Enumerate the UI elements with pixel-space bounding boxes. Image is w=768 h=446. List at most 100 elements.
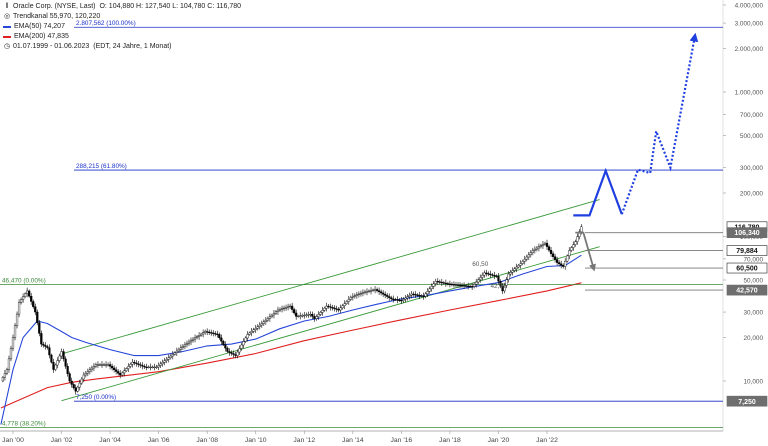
legend-period-row: ◷ 01.07.1999 - 01.06.2023 (EDT, 24 Jahre… <box>3 42 241 52</box>
price-candle-body <box>1 376 4 382</box>
price-candle-body <box>473 284 476 287</box>
scenario-down-arrow <box>575 231 596 272</box>
price-candle-body <box>96 364 100 366</box>
price-candle-body <box>562 264 565 267</box>
price-candle-body <box>495 275 498 277</box>
price-annotation: 42,57 <box>490 283 506 290</box>
price-candle-body <box>74 387 77 392</box>
price-candle-body <box>359 293 363 295</box>
legend-ema50: EMA(50) 74,207 <box>14 23 65 30</box>
bars-icon: ‖ <box>5 3 9 10</box>
price-candle-body <box>525 256 528 260</box>
price-candle-body <box>509 272 512 275</box>
price-candle-body <box>220 337 223 342</box>
legend-ema200: EMA(200) 47,835 <box>14 33 69 40</box>
price-candle-body <box>299 315 302 317</box>
x-tick-label: Jan '22 <box>536 437 558 444</box>
price-candle-body <box>367 290 371 292</box>
price-candle-body <box>469 285 472 288</box>
price-candle-body <box>333 307 336 310</box>
price-candle-body <box>574 241 577 245</box>
price-candle-body <box>90 367 93 370</box>
price-candle-body <box>503 285 506 292</box>
price-candle-body <box>327 305 330 308</box>
price-candle-body <box>424 293 427 297</box>
price-candle-body <box>236 351 239 356</box>
price-candle-body <box>218 334 221 339</box>
y-tick-label: 200,000 <box>740 191 764 198</box>
price-candle-body <box>165 359 168 361</box>
price-tag-box <box>726 227 768 238</box>
price-candle-body <box>483 272 486 276</box>
legend-period-note: (EDT, 24 Jahre, 1 Monat) <box>93 43 172 50</box>
price-candle-body <box>375 289 379 291</box>
price-candle-body <box>147 366 150 368</box>
price-candle-body <box>143 365 146 368</box>
price-candle-body <box>402 299 405 301</box>
price-candle-body <box>230 352 233 354</box>
price-candle-body <box>428 288 431 292</box>
price-candle-body <box>321 310 324 313</box>
price-candle-body <box>335 308 338 310</box>
price-candle-body <box>309 313 312 316</box>
x-tick-label: Jan '00 <box>2 437 24 444</box>
price-candle-body <box>505 279 508 286</box>
price-candle-body <box>382 292 385 295</box>
price-tag-label: 7,250 <box>738 399 756 406</box>
price-candle-body <box>507 273 510 280</box>
price-candle-body <box>264 319 267 323</box>
price-candle-body <box>123 370 126 374</box>
projection-dotted-line <box>620 32 699 215</box>
price-candle-body <box>54 364 57 370</box>
price-candle-body <box>256 326 259 329</box>
price-candle-body <box>440 281 443 284</box>
price-candle-body <box>244 337 247 342</box>
price-candle-body <box>558 262 561 265</box>
price-candle-body <box>157 365 160 368</box>
price-candle-body <box>197 335 201 337</box>
price-candle-body <box>228 351 231 353</box>
price-candle-body <box>517 265 520 268</box>
y-tick-label: 700,000 <box>740 112 764 119</box>
price-candle-body <box>519 263 522 266</box>
price-candle-body <box>222 341 225 345</box>
price-candle-body <box>155 366 158 368</box>
y-tick-label: 70,000 <box>743 256 763 263</box>
price-candle-body <box>341 305 344 309</box>
price-candle-body <box>48 347 51 356</box>
price-candle-body <box>214 333 217 335</box>
x-tick-label: Jan '06 <box>148 437 170 444</box>
price-candle-body <box>568 250 571 257</box>
price-candle-body <box>549 249 553 254</box>
projection-solid-line <box>573 167 623 217</box>
price-candle-body <box>317 314 320 317</box>
x-tick-label: Jan '10 <box>245 437 267 444</box>
price-candle-body <box>434 281 437 284</box>
level-label: 288,215 (61.80%) <box>76 163 127 170</box>
price-candle-body <box>347 299 350 302</box>
x-tick-label: Jan '08 <box>196 437 218 444</box>
legend-ema50-row: EMA(50) 74,207 <box>3 22 241 32</box>
price-candle-body <box>539 245 543 248</box>
price-candle-body <box>30 296 33 302</box>
price-candle-body <box>19 299 23 303</box>
price-candle-body <box>262 321 265 324</box>
price-candle-body <box>529 252 532 256</box>
price-candle-body <box>26 290 29 295</box>
price-candle-body <box>60 351 63 357</box>
ema50-swatch <box>3 26 11 28</box>
price-candle-body <box>386 295 389 297</box>
price-candle-body <box>167 357 170 360</box>
price-tag-label: 42,570 <box>736 288 758 295</box>
price-candle-body <box>115 369 118 372</box>
price-candle-body <box>566 255 569 262</box>
price-candle-body <box>252 329 255 332</box>
price-candle-body <box>454 284 458 286</box>
price-candle-body <box>145 366 148 368</box>
price-candle-body <box>452 284 456 286</box>
price-candle-body <box>268 316 271 319</box>
price-candle-body <box>412 293 415 296</box>
price-candle-body <box>307 314 310 316</box>
ema50-layer <box>0 254 582 425</box>
